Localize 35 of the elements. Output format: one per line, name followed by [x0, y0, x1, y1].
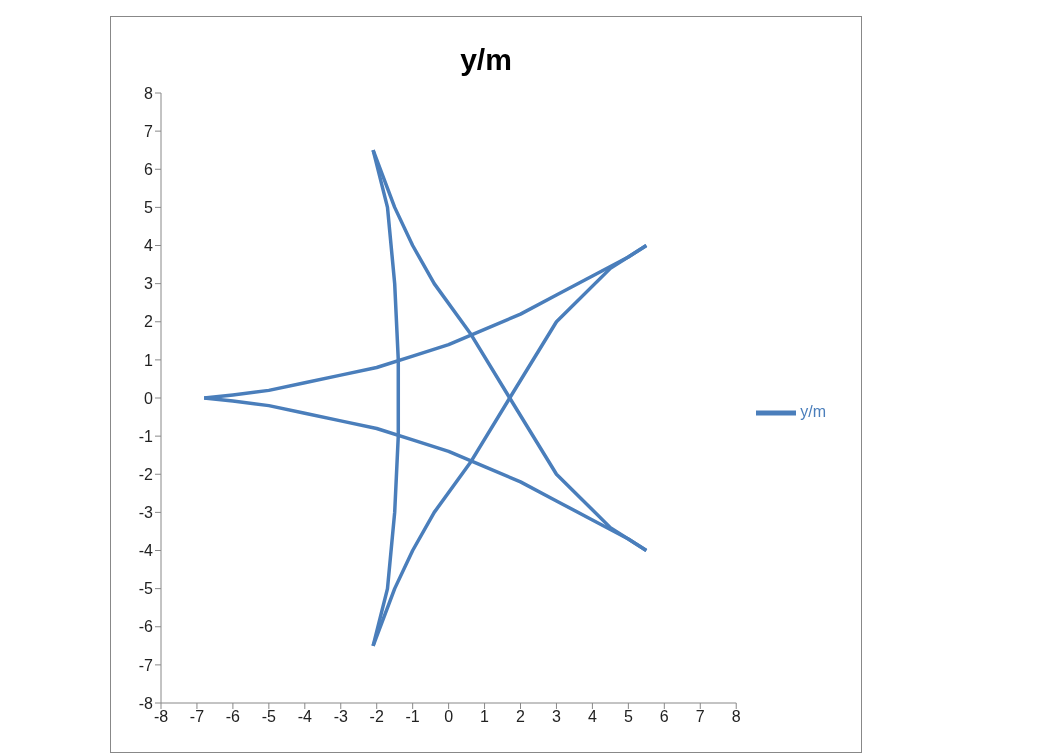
y-tick-label: 6: [144, 160, 154, 178]
x-tick-label: 2: [516, 708, 526, 726]
x-tick-label: -3: [333, 708, 348, 726]
y-tick-label: 7: [144, 122, 154, 140]
y-tick-label: 4: [144, 237, 154, 255]
y-tick-label: -8: [138, 694, 154, 712]
y-tick-label: 2: [144, 313, 154, 331]
y-tick-label: 0: [144, 389, 154, 407]
x-tick-label: -1: [405, 708, 420, 726]
y-tick-label: -1: [138, 427, 154, 445]
y-tick-label: 5: [144, 199, 154, 217]
x-tick-label: -7: [189, 708, 205, 726]
y-tick-label: -5: [138, 580, 154, 598]
x-tick-label: -2: [369, 708, 384, 726]
y-tick-label: -7: [138, 656, 154, 674]
y-tick-label: -4: [138, 542, 154, 560]
x-tick-label: 0: [444, 708, 454, 726]
x-tick-label: 5: [623, 708, 633, 726]
y-tick-label: 3: [144, 275, 154, 293]
legend-label: y/m: [800, 403, 826, 421]
y-tick-label: -2: [138, 465, 154, 483]
chart-title: y/m: [459, 43, 513, 78]
x-tick-label: -4: [297, 708, 313, 726]
y-tick-label: 8: [144, 84, 154, 102]
y-tick-label: -3: [138, 504, 154, 522]
x-tick-label: 7: [695, 708, 705, 726]
y-tick-label: -6: [138, 618, 154, 636]
x-tick-label: -5: [261, 708, 277, 726]
x-tick-label: 8: [731, 708, 741, 726]
x-tick-label: 4: [587, 708, 597, 726]
x-tick-label: -6: [225, 708, 241, 726]
x-tick-label: 1: [480, 708, 490, 726]
y-tick-label: 1: [144, 351, 154, 369]
x-tick-label: 6: [659, 708, 669, 726]
x-tick-label: 3: [552, 708, 562, 726]
